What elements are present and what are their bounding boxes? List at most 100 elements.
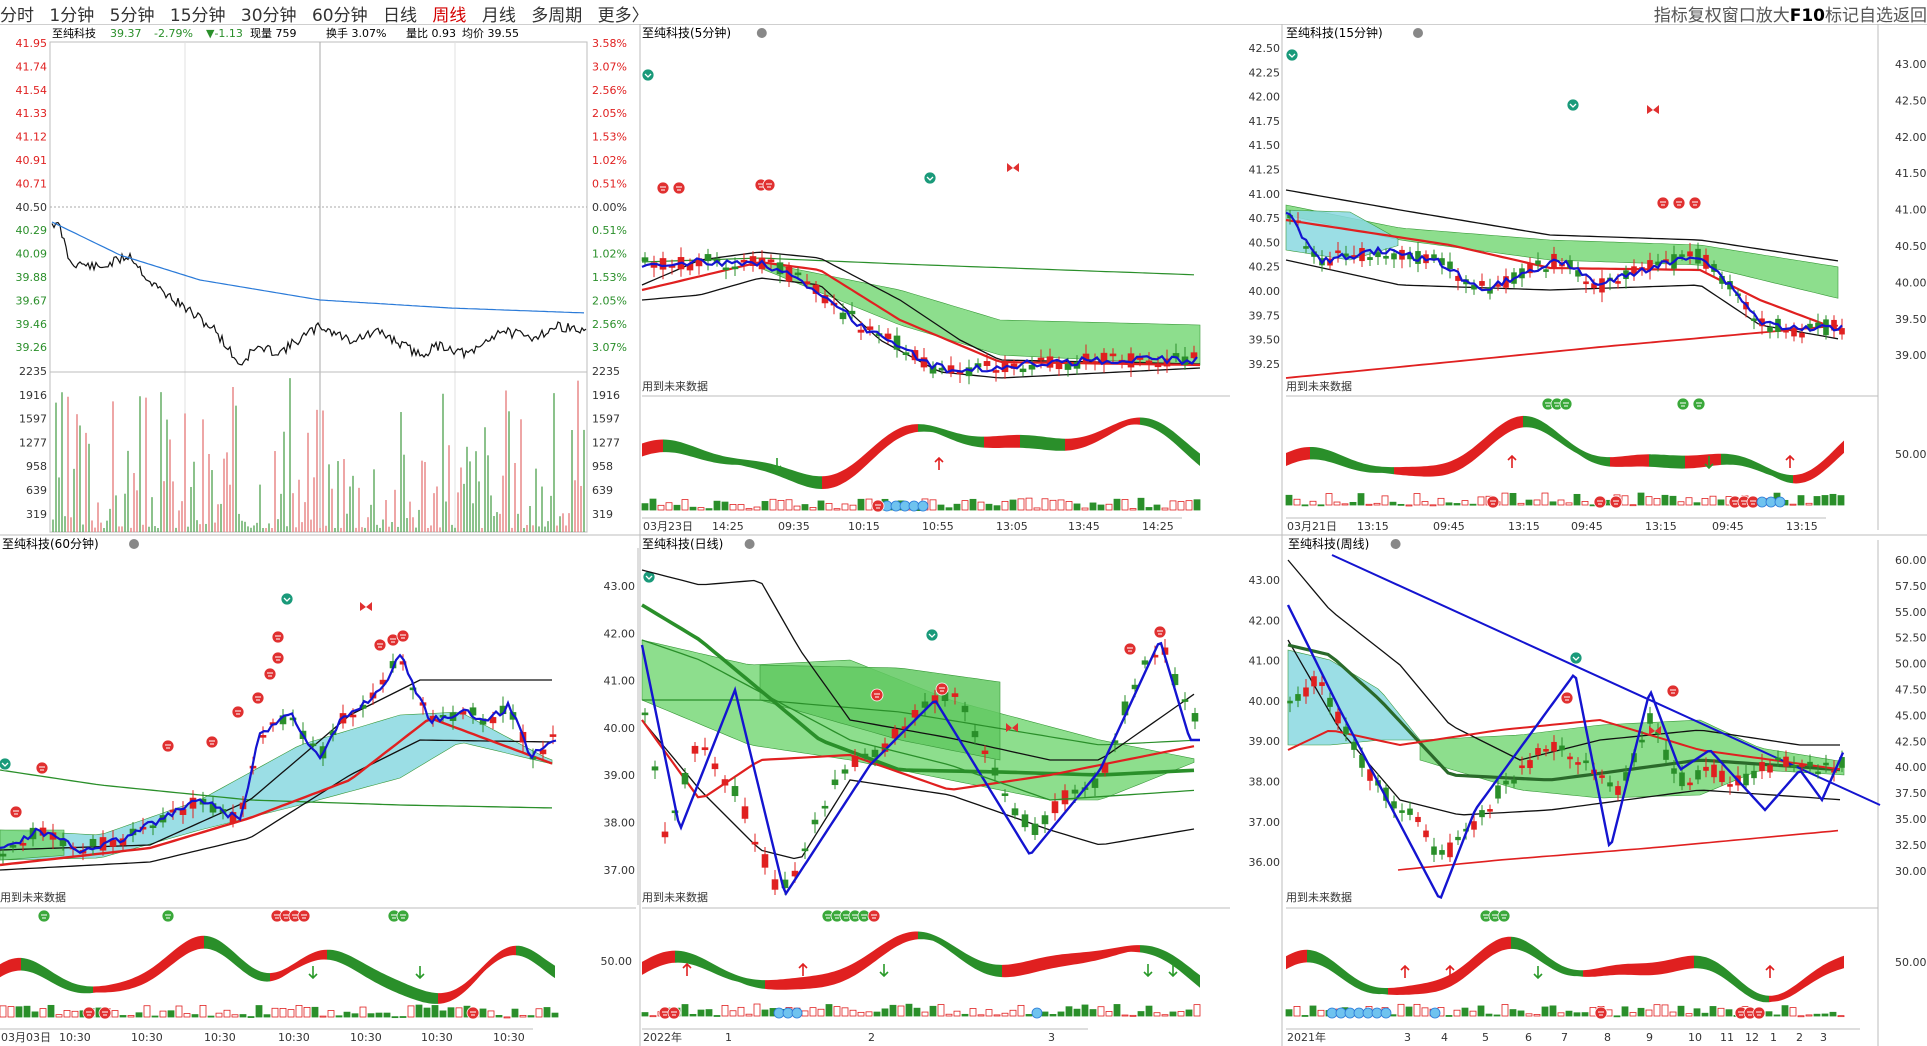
pday-osc-bar	[1041, 1011, 1049, 1017]
pweek-osc	[1460, 965, 1463, 981]
pweek-green-marker-shape	[1497, 909, 1511, 923]
intraday-vol-tick-right: 1277	[592, 436, 620, 449]
tab-fenshi[interactable]: 分时	[0, 6, 34, 25]
tab-15min[interactable]: 15分钟	[169, 6, 226, 25]
pweek-osc	[1484, 946, 1487, 962]
p5-osc	[1122, 420, 1125, 428]
p60-osc	[327, 949, 330, 960]
p15-osc	[1412, 466, 1415, 477]
p5-osc	[960, 433, 963, 444]
p5-osc-bar	[1065, 501, 1073, 511]
indicator-button[interactable]: 指标	[1653, 6, 1688, 25]
zoom-button[interactable]: 放大	[1755, 6, 1790, 25]
tab-5min[interactable]: 5分钟	[109, 6, 155, 25]
pweek-red-marker-shape	[1752, 1006, 1766, 1020]
mark-button[interactable]: 标记	[1825, 6, 1859, 25]
p15-xaxis-tick: 03月21日	[1287, 520, 1337, 533]
tab-1min[interactable]: 1分钟	[49, 6, 95, 25]
p5-osc	[963, 434, 966, 445]
p5-osc	[1128, 418, 1131, 426]
pweek-osc	[1817, 967, 1820, 980]
pday-signal-icon-shape	[642, 570, 656, 584]
pday-upper-band	[641, 569, 1195, 761]
p5-signal-icon-glyph	[644, 73, 652, 78]
p60-red-marker-glyph	[470, 1011, 476, 1016]
pday-osc	[1056, 954, 1059, 968]
p15-osc-bar	[1653, 498, 1661, 506]
p5-candle	[722, 267, 730, 271]
p15-osc	[1598, 456, 1601, 466]
tab-multi-period[interactable]: 多周期	[531, 6, 583, 25]
p60-green-marker-glyph	[41, 914, 47, 919]
p15-osc	[1517, 416, 1520, 429]
p60-osc-bar	[415, 1004, 423, 1018]
back-button[interactable]: 返回	[1893, 6, 1927, 25]
p60-osc	[459, 985, 462, 997]
pweek-candle	[1663, 749, 1669, 760]
pweek-ytick-right: 42.50	[1895, 735, 1927, 748]
p5-osc	[936, 426, 939, 435]
window-button[interactable]: 窗口	[1721, 6, 1756, 25]
p5-osc	[795, 471, 798, 484]
tab-daily[interactable]: 日线	[383, 6, 418, 25]
pday-candle	[831, 779, 839, 786]
pweek-osc	[1667, 959, 1670, 974]
tab-more[interactable]: 更多〉	[597, 6, 649, 25]
p15-osc	[1481, 438, 1484, 455]
pday-up-signal-glyph	[1127, 647, 1133, 652]
p15-osc	[1631, 455, 1634, 467]
p5-osc	[999, 435, 1002, 448]
p60-up-signal-shape	[271, 651, 285, 665]
p5-osc	[855, 460, 858, 476]
pweek-osc	[1502, 937, 1505, 951]
p60-long-ma	[0, 769, 553, 809]
p5-osc-bar	[953, 503, 961, 511]
pweek-up-arrow-shape	[1445, 964, 1455, 978]
p60-down-arrow	[308, 966, 318, 980]
tab-monthly[interactable]: 月线	[481, 6, 516, 25]
p60-red-marker-shape	[82, 1006, 96, 1020]
p15-signal-icon-glyph	[1288, 53, 1296, 58]
p60-osc	[234, 952, 237, 967]
p15-osc	[1343, 456, 1346, 468]
pday-osc	[1179, 959, 1182, 973]
tab-30min[interactable]: 30分钟	[240, 6, 297, 25]
pday-candle	[651, 766, 659, 771]
adjust-button[interactable]: 复权	[1687, 6, 1722, 25]
pday-osc-bar	[1081, 1004, 1089, 1017]
p60-xaxis-tick: 10:30	[421, 1031, 453, 1044]
intraday-pct-tick: 2.05%	[592, 107, 627, 120]
pweek-candle	[1759, 762, 1765, 772]
pday-osc	[867, 953, 870, 968]
pday-osc	[1131, 945, 1134, 952]
p5-osc	[993, 436, 996, 448]
pweek-cyan-band	[1287, 649, 1421, 746]
p15-osc-bar	[1797, 495, 1805, 506]
p5-osc-bar	[1113, 498, 1121, 511]
p5-osc	[1101, 429, 1104, 440]
pday-osc	[1035, 958, 1038, 973]
pday-osc	[1101, 949, 1104, 960]
watchlist-button[interactable]: 自选	[1859, 6, 1893, 25]
p5-osc	[1011, 435, 1014, 448]
p5-osc	[957, 433, 960, 443]
pday-osc	[852, 962, 855, 977]
p15-osc	[1754, 461, 1757, 471]
p15-osc	[1547, 424, 1550, 436]
p5-osc	[927, 424, 930, 432]
tab-60min[interactable]: 60分钟	[311, 6, 368, 25]
pweek-osc	[1568, 968, 1571, 976]
pday-osc-bar	[1025, 1014, 1033, 1017]
p15-osc	[1565, 438, 1568, 448]
p5-osc	[1188, 443, 1191, 459]
f10-button[interactable]: F10	[1789, 6, 1825, 25]
p60-osc	[543, 957, 546, 972]
pday-osc	[1185, 963, 1188, 978]
p60-osc-bar	[439, 1010, 447, 1018]
p15-osc	[1652, 454, 1655, 467]
pday-thick-ma	[641, 603, 1195, 777]
p15-osc	[1514, 416, 1517, 430]
p60-osc	[363, 962, 366, 978]
tab-weekly[interactable]: 周线	[432, 6, 467, 25]
